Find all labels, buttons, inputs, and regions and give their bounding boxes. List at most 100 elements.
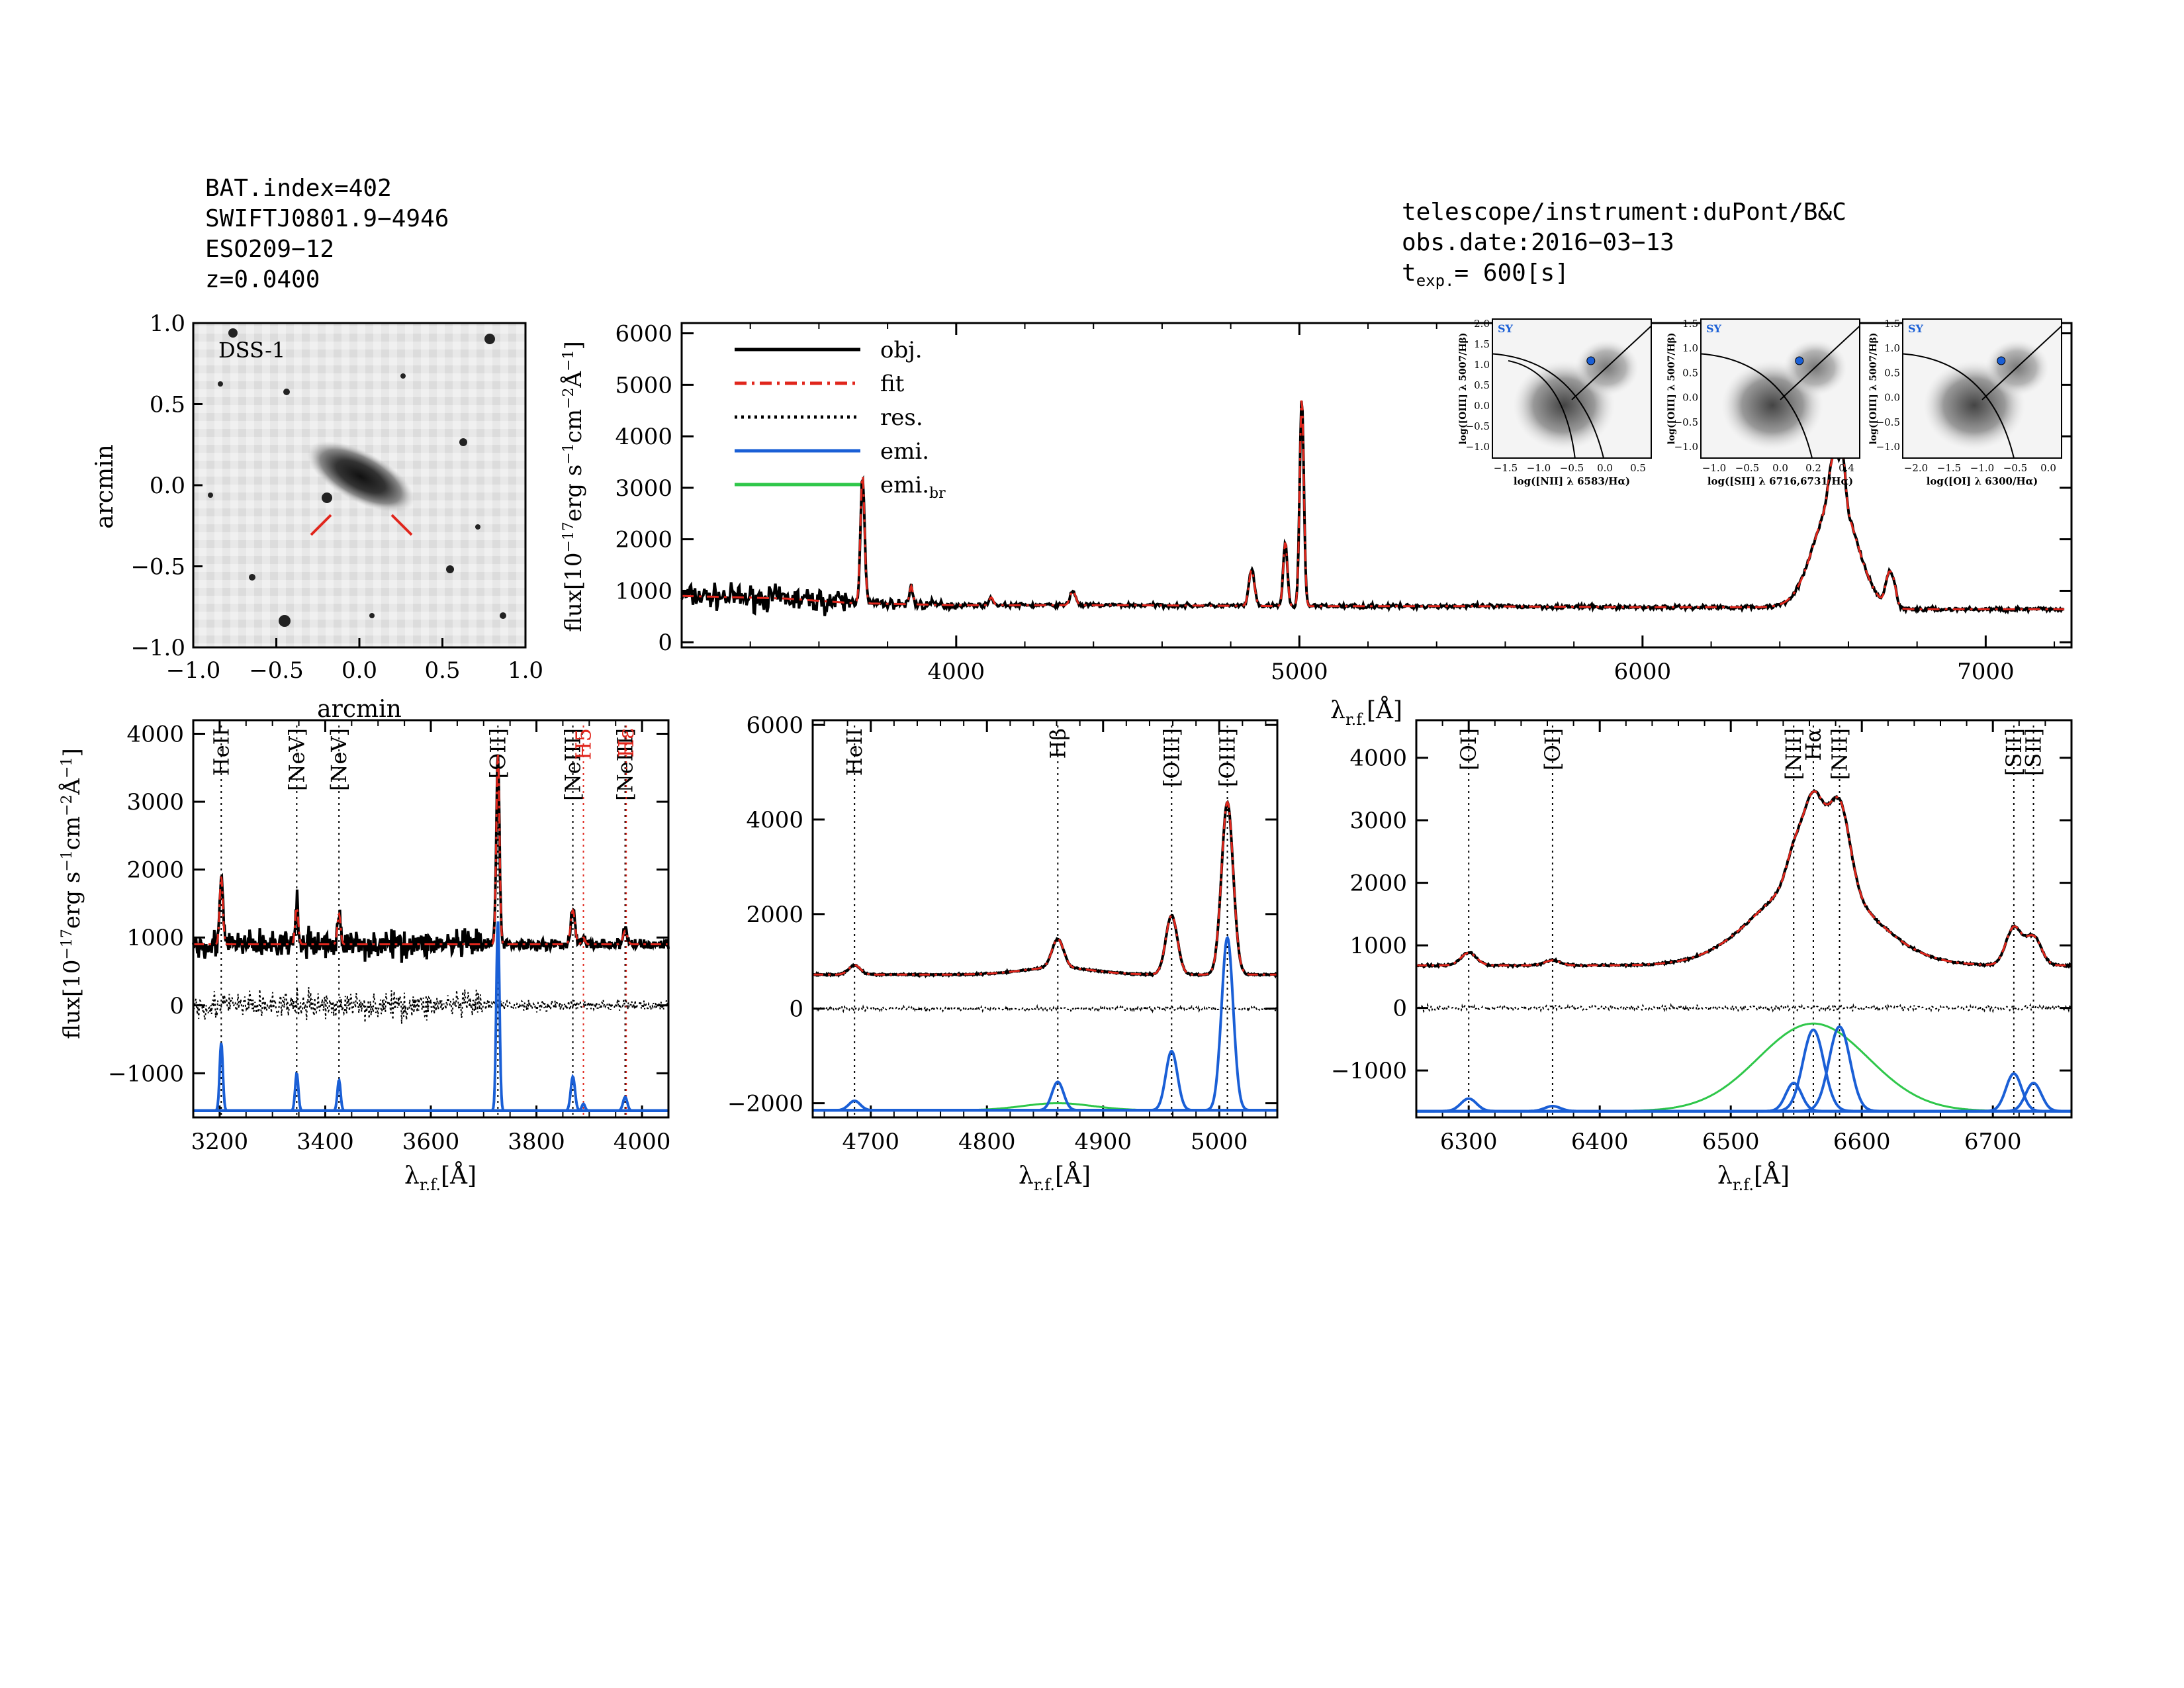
svg-text:λr.f.[Å]: λr.f.[Å] [1330, 696, 1402, 729]
zoom-frame [811, 719, 1279, 1119]
flux-exp4: −1 [561, 350, 577, 371]
image-y-tick-label: −0.5 [130, 554, 185, 581]
x-tick-label: 4800 [958, 1129, 1016, 1155]
bpt-tag: SY [1908, 322, 1924, 335]
y-tick-label: 4000 [126, 722, 184, 748]
observed-spectrum [1415, 788, 2072, 969]
residual-spectrum [1416, 1002, 2072, 1014]
bpt-demarcation-curve [1700, 353, 1813, 459]
y-tick-label: 3000 [615, 475, 672, 502]
x-tick-label: 6300 [1440, 1129, 1498, 1155]
y-tick-label: 3000 [126, 789, 184, 816]
bpt-y-tick-label: 0.5 [1682, 367, 1698, 379]
line-marker-label: [NeV] [284, 728, 309, 791]
bpt-y-tick-label: 0.0 [1884, 392, 1900, 404]
image-x-tick-label: 0.5 [424, 657, 460, 684]
bpt-seyfert-liner-line [1571, 325, 1652, 400]
bpt-y-tick-label: 2.0 [1474, 318, 1490, 330]
line-marker-label: [NeIII] [561, 728, 586, 801]
observed-spectrum [192, 755, 670, 963]
target-info: BAT.index=402 SWIFTJ0801.9−4946 ESO209−12 z… [205, 173, 449, 295]
zoom-lambda-sub: r.f. [420, 1176, 441, 1194]
flux-exp3: −2 [561, 387, 577, 408]
texp-value: = 600[s] [1454, 259, 1569, 287]
zoom-panel-oii: 3200 3400 3600 3800 4000 −1000 0 1000 2000 3000 40… [108, 719, 671, 1194]
zoom-lambda: λ [1717, 1162, 1733, 1190]
line-marker-label: Hα [1801, 728, 1826, 761]
line-marker-label: Hε [614, 728, 639, 757]
bpt-y-label: log([OIII] λ 5007/Hβ) [1868, 333, 1879, 445]
residual-spectrum [193, 986, 669, 1024]
telescope-instrument: telescope/instrument:duPont/B&C [1402, 199, 1846, 226]
bpt-y-tick-label: 0.5 [1884, 367, 1900, 379]
dss-image-panel: DSS-1 −1.0 −0.5 0.0 0.5 1.0 −1.0 −0.5 0.0 0.5 1.… [91, 310, 543, 723]
zoom-panel-hbeta: 4700 4800 4900 5000 −2000 0 2000 4000 6000 HeII Hβ… [727, 712, 1279, 1194]
x-tick-label: 7000 [1957, 659, 2015, 685]
line-marker-label: Hβ [1045, 728, 1070, 759]
y-tick-label: 6000 [746, 712, 803, 739]
line-marker-label: [SII] [2001, 728, 2026, 776]
bpt-x-label: log([NII] λ 6583/Hα) [1514, 475, 1630, 487]
image-x-label: arcmin [317, 696, 402, 723]
x-tick-label: 6000 [1614, 659, 1672, 685]
zoom-flux-ang: Å [58, 778, 85, 795]
fit-spectrum [681, 400, 2065, 610]
observed-spectrum [813, 800, 1279, 979]
line-marker-label: HeII [208, 728, 234, 776]
bpt-diagrams: SY −1.5 −1.0 −0.5 0.0 0.5 −1.0 −0.5 0.0 0.5 1.0 1.5… [1458, 318, 2062, 487]
bpt-y-tick-label: 0.0 [1474, 400, 1490, 412]
legend-label-sub: br [929, 485, 946, 502]
zoom-frame [1415, 719, 2073, 1119]
y-tick-label: 2000 [746, 902, 803, 928]
legend-label-text: fit [880, 371, 905, 397]
x-tick-label: 5000 [1271, 659, 1328, 685]
flux-rest2: cm [561, 409, 587, 443]
zoom-lambda: λ [1019, 1162, 1034, 1190]
swift-name: SWIFTJ0801.9−4946 [205, 205, 449, 232]
bpt-demarcation-curve [1492, 353, 1604, 459]
zoom-flux-label: flux[10 [59, 960, 85, 1039]
bpt-source-point [1997, 356, 2006, 365]
zoom-panel-halpha: 6300 6400 6500 6600 6700 −1000 0 1000 2000 3000 40… [1331, 719, 2073, 1194]
y-tick-label: 4000 [615, 424, 672, 450]
bpt-y-tick-label: 1.5 [1474, 338, 1490, 350]
main-frame [680, 322, 2073, 649]
bpt-x-tick-label: −1.0 [1702, 462, 1726, 474]
line-marker-label: [NII] [1827, 728, 1852, 780]
bpt-y-tick-label: −1.0 [1466, 441, 1490, 453]
line-marker-label: [NeIII] [613, 728, 638, 801]
emission-component [813, 1049, 1277, 1112]
main-x-axis-label: λr.f.[Å] [1330, 696, 1402, 729]
x-tick-label: 4900 [1074, 1129, 1132, 1155]
fit-spectrum [1416, 790, 2071, 966]
bpt-x-tick-label: −0.5 [1735, 462, 1759, 474]
galaxy-name: ESO209−12 [205, 236, 335, 263]
y-tick-label: 3000 [1349, 808, 1407, 834]
zoom-lambda: λ [404, 1162, 420, 1190]
zoom-flux-exp4: −1 [59, 757, 75, 778]
x-tick-label: 3800 [508, 1129, 565, 1155]
residual-spectrum [813, 1004, 1278, 1013]
zoom-y-axis-label: flux[10−17erg s−1cm−2Å−1] [58, 748, 85, 1039]
x-tick-label: 3400 [296, 1129, 354, 1155]
line-marker-label: [OI] [1456, 728, 1481, 771]
bpt-seyfert-liner-line [1780, 325, 1860, 400]
line-marker-label: H5 [571, 728, 596, 760]
y-tick-label: 2000 [615, 527, 672, 553]
legend-label-text: obj. [880, 337, 923, 363]
image-label: DSS-1 [218, 338, 285, 363]
x-tick-label: 6700 [1964, 1129, 2022, 1155]
x-tick-label: 6400 [1571, 1129, 1629, 1155]
image-y-tick-label: −1.0 [130, 635, 185, 661]
bpt-x-tick-label: 0.0 [1772, 462, 1788, 474]
zoom-lambda-unit: [Å] [1754, 1162, 1790, 1190]
emission-component [813, 935, 1277, 1112]
fit-spectrum [193, 755, 668, 945]
bpt-frame [1492, 318, 1652, 459]
zoom-x-label: λr.f.[Å] [1717, 1162, 1790, 1194]
y-tick-label: −2000 [727, 1091, 803, 1117]
legend-label-text: emi. [880, 438, 929, 465]
bpt-panel: SY −1.5 −1.0 −0.5 0.0 0.5 −1.0 −0.5 0.0 0.5 1.0 1.5… [1458, 318, 1652, 487]
x-tick-label: 4000 [614, 1129, 671, 1155]
